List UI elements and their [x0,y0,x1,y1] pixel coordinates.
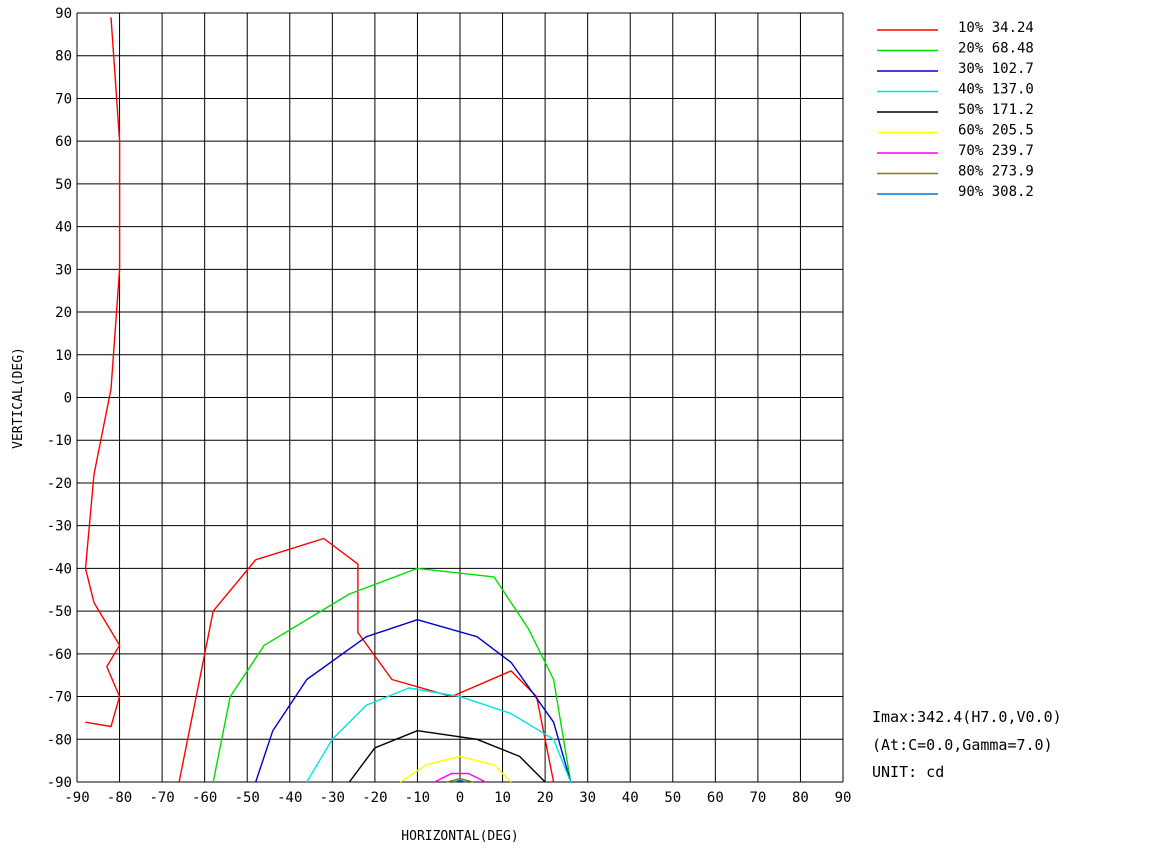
chart-grid [76,12,844,783]
y-tick-label: 30 [55,262,72,278]
y-tick-label: 60 [55,134,72,150]
x-tick-label: 60 [707,790,724,806]
contour-50pct [348,730,546,783]
contour-10pct [84,17,121,728]
y-tick-label: 70 [55,91,72,107]
x-tick-label: 70 [749,790,766,806]
y-tick-label: -90 [47,775,72,791]
legend-entry: 30% 102.7 [958,61,1034,77]
legend-entry: 40% 137.0 [958,82,1034,98]
x-tick-label: 0 [456,790,464,806]
y-tick-label: 90 [55,6,72,22]
x-axis-label: HORIZONTAL(DEG) [401,829,518,844]
y-axis-ticks: 90 80 70 60 50 40 30 20 10 0 -10 -20 -30 -40 -50 -60 -70… [47,6,72,791]
y-tick-label: 40 [55,220,72,236]
x-tick-label: -70 [149,790,174,806]
legend-entry: 50% 171.2 [958,102,1034,118]
unit-text: UNIT: cd [872,763,944,781]
chart-legend: 10% 34.24 20% 68.48 30% 102.7 40% 137.0 50% … [877,20,1034,200]
y-tick-label: -60 [47,647,72,663]
x-tick-label: -50 [235,790,260,806]
y-tick-label: 20 [55,305,72,321]
contour-80pct [447,777,473,783]
contour-70pct [434,772,486,783]
y-tick-label: -10 [47,433,72,449]
x-tick-label: -10 [405,790,430,806]
contour-10pct [178,537,555,783]
contour-40pct [306,687,572,783]
x-tick-label: 80 [792,790,809,806]
y-tick-label: 50 [55,177,72,193]
y-tick-label: -70 [47,690,72,706]
x-tick-label: 50 [664,790,681,806]
x-tick-label: -30 [320,790,345,806]
contour-lines [84,17,572,783]
y-tick-label: -50 [47,604,72,620]
x-tick-label: -80 [107,790,132,806]
x-tick-label: 30 [579,790,596,806]
legend-entry: 90% 308.2 [958,184,1034,200]
y-tick-label: 80 [55,49,72,65]
x-axis-ticks: -90 -80 -70 -60 -50 -40 -30 -20 -10 0 10 20 30 40 50 60… [64,790,851,806]
x-tick-label: 90 [835,790,852,806]
legend-entry: 60% 205.5 [958,123,1034,139]
legend-entry: 20% 68.48 [958,41,1034,57]
legend-entry: 10% 34.24 [958,20,1034,36]
legend-entry: 80% 273.9 [958,164,1034,180]
y-axis-label: VERTICAL(DEG) [11,347,26,449]
info-panel: Imax:342.4(H7.0,V0.0) (At:C=0.0,Gamma=7.… [872,708,1062,781]
x-tick-label: -90 [64,790,89,806]
contour-20pct [212,567,572,783]
x-tick-label: 10 [494,790,511,806]
imax-text: Imax:342.4(H7.0,V0.0) [872,708,1062,726]
x-tick-label: -60 [192,790,217,806]
legend-entry: 70% 239.7 [958,143,1034,159]
y-tick-label: -20 [47,476,72,492]
y-tick-label: 10 [55,348,72,364]
x-tick-label: -20 [362,790,387,806]
at-text: (At:C=0.0,Gamma=7.0) [872,736,1053,754]
x-tick-label: 20 [537,790,554,806]
x-tick-label: -40 [277,790,302,806]
contour-60pct [400,755,512,783]
contour-90pct [453,779,467,783]
y-tick-label: 0 [64,391,72,407]
x-tick-label: 40 [622,790,639,806]
y-tick-label: -30 [47,519,72,535]
contour-30pct [255,619,572,783]
y-tick-label: -80 [47,732,72,748]
y-tick-label: -40 [47,561,72,577]
